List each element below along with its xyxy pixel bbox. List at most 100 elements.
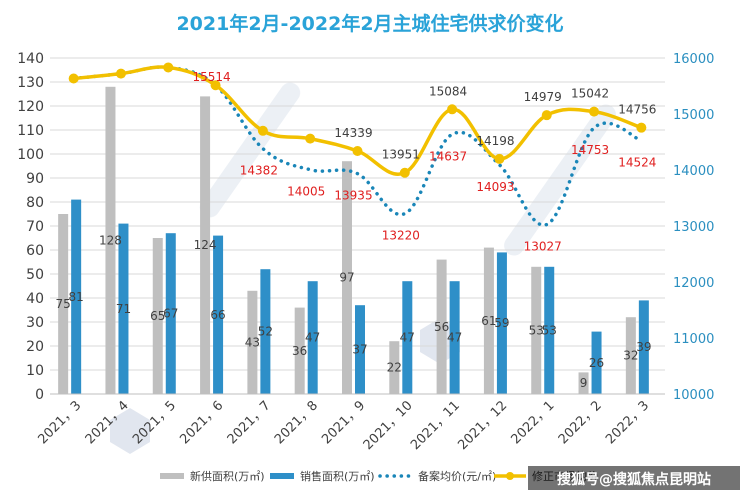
left-tick-label: 130 bbox=[17, 75, 44, 91]
line-market-price-point bbox=[68, 73, 79, 84]
market-price-label: 15084 bbox=[429, 84, 467, 98]
market-price-label: 13951 bbox=[382, 148, 420, 162]
line-market-price-point bbox=[115, 68, 126, 79]
right-tick-label: 15000 bbox=[673, 108, 714, 123]
bar-sales bbox=[213, 235, 224, 394]
bar-sales bbox=[449, 281, 460, 394]
bar-new-supply-label: 61 bbox=[481, 314, 496, 328]
bar-new-supply bbox=[483, 247, 494, 394]
record-price-label: 14637 bbox=[429, 149, 467, 163]
market-price-label: 14339 bbox=[334, 126, 372, 140]
bar-new-supply bbox=[578, 372, 589, 394]
market-price-label: 14756 bbox=[618, 103, 656, 117]
record-price-label: 14093 bbox=[476, 180, 514, 194]
left-axis: 0 10 20 30 40 50 60 70 80 90 100 110 120 130 140 bbox=[17, 51, 44, 403]
bar-sales bbox=[496, 252, 507, 394]
bar-new-supply-label: 9 bbox=[580, 376, 588, 390]
bar-sales-label: 59 bbox=[494, 316, 509, 330]
right-tick-label: 12000 bbox=[673, 276, 714, 291]
bar-sales-label: 71 bbox=[116, 302, 131, 316]
record-price-label: 14524 bbox=[618, 156, 656, 170]
bar-sales-label: 66 bbox=[210, 308, 225, 322]
legend-swatch-new-supply bbox=[160, 473, 184, 479]
bar-sales bbox=[165, 233, 176, 394]
bar-new-supply-label: 43 bbox=[245, 335, 260, 349]
bar-sales bbox=[260, 269, 271, 394]
bar-new-supply bbox=[436, 259, 447, 394]
x-tick-label: 2021，9 bbox=[319, 398, 368, 447]
bar-sales-label: 67 bbox=[163, 307, 178, 321]
record-price-label: 13935 bbox=[334, 189, 372, 203]
left-tick-label: 0 bbox=[35, 387, 44, 403]
x-tick-label: 2022，1 bbox=[509, 398, 558, 447]
record-price-label: 13027 bbox=[524, 239, 562, 253]
bar-sales-label: 26 bbox=[589, 356, 604, 370]
left-tick-label: 10 bbox=[26, 363, 44, 379]
bar-new-supply-label: 65 bbox=[150, 309, 165, 323]
footer-banner: 搜狐号@搜狐焦点昆明站 bbox=[528, 466, 740, 490]
x-tick-label: 2022，3 bbox=[603, 398, 652, 447]
x-tick-label: 2021，8 bbox=[272, 398, 321, 447]
market-price-label: 15042 bbox=[571, 87, 609, 101]
line-market-price-point bbox=[589, 106, 600, 117]
x-tick-label: 2021，12 bbox=[455, 398, 510, 453]
bar-new-supply-label: 56 bbox=[434, 320, 449, 334]
bar-sales-label: 53 bbox=[542, 323, 557, 337]
market-price-label: 14979 bbox=[524, 90, 562, 104]
line-record-price bbox=[71, 65, 644, 227]
line-market-price-point bbox=[399, 167, 410, 178]
bar-new-supply-label: 97 bbox=[339, 271, 354, 285]
market-price-label: 14198 bbox=[476, 134, 514, 148]
bar-sales bbox=[402, 281, 413, 394]
bar-new-supply bbox=[389, 341, 400, 394]
right-tick-label: 11000 bbox=[673, 332, 714, 347]
record-price-label: 14753 bbox=[571, 143, 609, 157]
left-tick-label: 50 bbox=[26, 267, 44, 283]
x-tick-label: 2021，6 bbox=[177, 398, 226, 447]
record-price-label: 15514 bbox=[192, 70, 230, 84]
left-tick-label: 80 bbox=[26, 195, 44, 211]
record-price-label: 13220 bbox=[382, 229, 420, 243]
left-tick-label: 140 bbox=[17, 51, 44, 67]
bar-new-supply-label: 32 bbox=[623, 349, 638, 363]
bar-new-supply bbox=[105, 86, 116, 395]
bar-sales-label: 47 bbox=[447, 331, 462, 345]
bar-new-supply-label: 128 bbox=[99, 233, 122, 247]
bar-labels: 7581128716567124664352364797372247564761… bbox=[56, 233, 652, 390]
x-tick-label: 2022，2 bbox=[556, 398, 605, 447]
line-market-price-point bbox=[494, 153, 505, 164]
bar-sales-label: 81 bbox=[69, 290, 84, 304]
line-market-price bbox=[73, 65, 642, 176]
bar-sales bbox=[307, 281, 318, 394]
bar-new-supply bbox=[58, 214, 69, 394]
line-market-price-point bbox=[352, 146, 363, 157]
bar-new-supply bbox=[342, 161, 352, 394]
bar-sales-label: 37 bbox=[352, 343, 367, 357]
record-price-label: 14005 bbox=[287, 185, 325, 199]
line-market-price-point bbox=[636, 122, 647, 133]
bar-sales bbox=[638, 300, 649, 394]
line-market-price-point bbox=[305, 133, 316, 144]
chart-title: 2021年2月-2022年2月主城住宅供求价变化 bbox=[176, 12, 563, 35]
bar-new-supply-label: 22 bbox=[387, 361, 402, 375]
point-labels: 14339 13951 15084 14198 14979 15042 14756 15514… bbox=[192, 70, 656, 253]
line-market-price-point bbox=[163, 62, 174, 73]
footer-source: 搜狐号@搜狐焦点昆明站 bbox=[557, 471, 711, 488]
right-tick-label: 14000 bbox=[673, 164, 714, 179]
bar-new-supply bbox=[152, 238, 163, 394]
line-gold bbox=[68, 62, 647, 178]
left-tick-label: 90 bbox=[26, 171, 44, 187]
bar-new-supply bbox=[294, 307, 305, 394]
line-dotted bbox=[71, 65, 644, 227]
x-tick-label: 2021，11 bbox=[408, 398, 463, 453]
bar-new-supply bbox=[531, 266, 542, 394]
x-tick-label: 2021，7 bbox=[225, 398, 274, 447]
left-tick-label: 100 bbox=[17, 147, 44, 163]
bar-sales bbox=[71, 199, 82, 394]
line-market-price-point bbox=[257, 125, 268, 136]
line-market-price-point bbox=[447, 104, 458, 115]
legend-label-new-supply: 新供面积(万㎡) bbox=[190, 469, 265, 483]
right-tick-label: 16000 bbox=[673, 52, 714, 67]
legend-swatch-market-price-point bbox=[506, 472, 514, 480]
